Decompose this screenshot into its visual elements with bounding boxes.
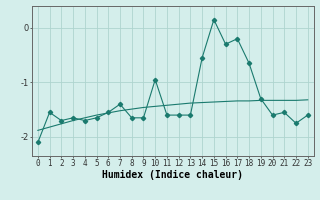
X-axis label: Humidex (Indice chaleur): Humidex (Indice chaleur) <box>102 170 243 180</box>
